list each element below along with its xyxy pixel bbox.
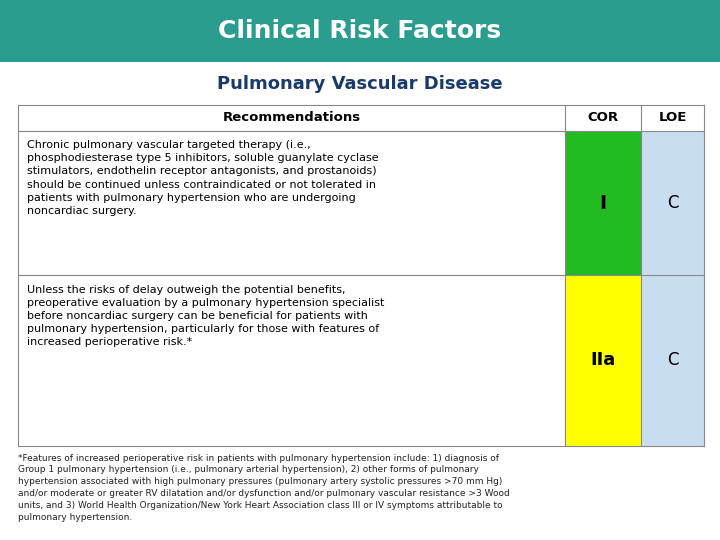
Bar (641, 131, 704, 275)
Text: *Features of increased perioperative risk in patients with pulmonary hypertensio: *Features of increased perioperative ris… (18, 454, 510, 522)
Bar (0, 0, 720, 62)
Text: I: I (600, 193, 606, 213)
Text: Clinical Risk Factors: Clinical Risk Factors (218, 19, 502, 43)
Bar (18, 131, 565, 275)
Text: IIa: IIa (590, 352, 616, 369)
Text: COR: COR (588, 111, 618, 125)
Bar (18, 105, 704, 131)
Bar (18, 275, 565, 445)
Text: Pulmonary Vascular Disease: Pulmonary Vascular Disease (217, 75, 503, 93)
Text: C: C (667, 352, 678, 369)
Bar (641, 275, 704, 445)
Bar (565, 131, 641, 275)
Bar (565, 275, 641, 445)
Text: Unless the risks of delay outweigh the potential benefits,
preoperative evaluati: Unless the risks of delay outweigh the p… (27, 285, 384, 347)
Text: LOE: LOE (658, 111, 687, 125)
Text: C: C (667, 194, 678, 212)
Text: Recommendations: Recommendations (222, 111, 361, 125)
Text: Chronic pulmonary vascular targeted therapy (i.e.,
phosphodiesterase type 5 inhi: Chronic pulmonary vascular targeted ther… (27, 140, 378, 215)
